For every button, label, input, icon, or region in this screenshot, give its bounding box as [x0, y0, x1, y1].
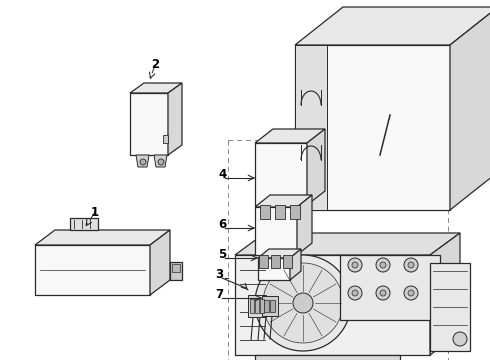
Text: 3: 3: [215, 268, 223, 281]
Bar: [170, 262, 182, 280]
Bar: [255, 355, 400, 360]
Circle shape: [380, 290, 386, 296]
Text: 7: 7: [215, 288, 223, 301]
Polygon shape: [258, 249, 301, 258]
Bar: [271, 255, 280, 268]
Text: 1: 1: [91, 206, 99, 219]
Bar: [259, 255, 268, 268]
Bar: [264, 300, 269, 312]
Bar: [340, 255, 440, 320]
Polygon shape: [295, 45, 450, 210]
Circle shape: [352, 262, 358, 268]
Bar: [255, 299, 259, 313]
Polygon shape: [136, 155, 149, 167]
Polygon shape: [297, 195, 312, 255]
Bar: [430, 263, 470, 351]
Bar: [235, 255, 430, 355]
Circle shape: [352, 290, 358, 296]
Polygon shape: [255, 207, 297, 255]
Bar: [295, 45, 327, 210]
Circle shape: [408, 262, 414, 268]
Polygon shape: [450, 7, 490, 210]
Circle shape: [158, 159, 164, 165]
Circle shape: [376, 286, 390, 300]
Circle shape: [408, 290, 414, 296]
Bar: [290, 205, 300, 219]
Polygon shape: [248, 295, 266, 317]
Circle shape: [348, 258, 362, 272]
Circle shape: [376, 258, 390, 272]
Text: 6: 6: [218, 218, 226, 231]
Bar: [228, 140, 448, 360]
Text: 5: 5: [218, 248, 226, 261]
Polygon shape: [255, 143, 307, 205]
Polygon shape: [150, 230, 170, 295]
Circle shape: [140, 159, 146, 165]
Polygon shape: [130, 83, 182, 93]
Bar: [260, 205, 270, 219]
Circle shape: [348, 286, 362, 300]
Circle shape: [293, 293, 313, 313]
Bar: [283, 255, 292, 268]
Circle shape: [404, 286, 418, 300]
Polygon shape: [154, 155, 167, 167]
Bar: [270, 300, 275, 312]
Bar: [163, 135, 168, 143]
Polygon shape: [35, 230, 170, 245]
Polygon shape: [430, 233, 460, 355]
Polygon shape: [255, 195, 312, 207]
Polygon shape: [130, 93, 168, 155]
Bar: [260, 299, 264, 313]
Polygon shape: [307, 129, 325, 205]
Polygon shape: [255, 129, 325, 143]
Polygon shape: [168, 83, 182, 155]
Polygon shape: [262, 296, 278, 316]
Circle shape: [453, 332, 467, 346]
Polygon shape: [35, 245, 150, 295]
Text: 4: 4: [218, 168, 226, 181]
Circle shape: [255, 255, 351, 351]
Polygon shape: [235, 233, 460, 255]
Polygon shape: [290, 249, 301, 280]
Polygon shape: [295, 7, 490, 45]
Bar: [250, 299, 254, 313]
Bar: [172, 264, 180, 272]
Circle shape: [380, 262, 386, 268]
Polygon shape: [258, 258, 290, 280]
Bar: [275, 205, 285, 219]
Text: 2: 2: [151, 58, 159, 72]
Circle shape: [404, 258, 418, 272]
Bar: [70, 218, 98, 230]
Circle shape: [263, 263, 343, 343]
